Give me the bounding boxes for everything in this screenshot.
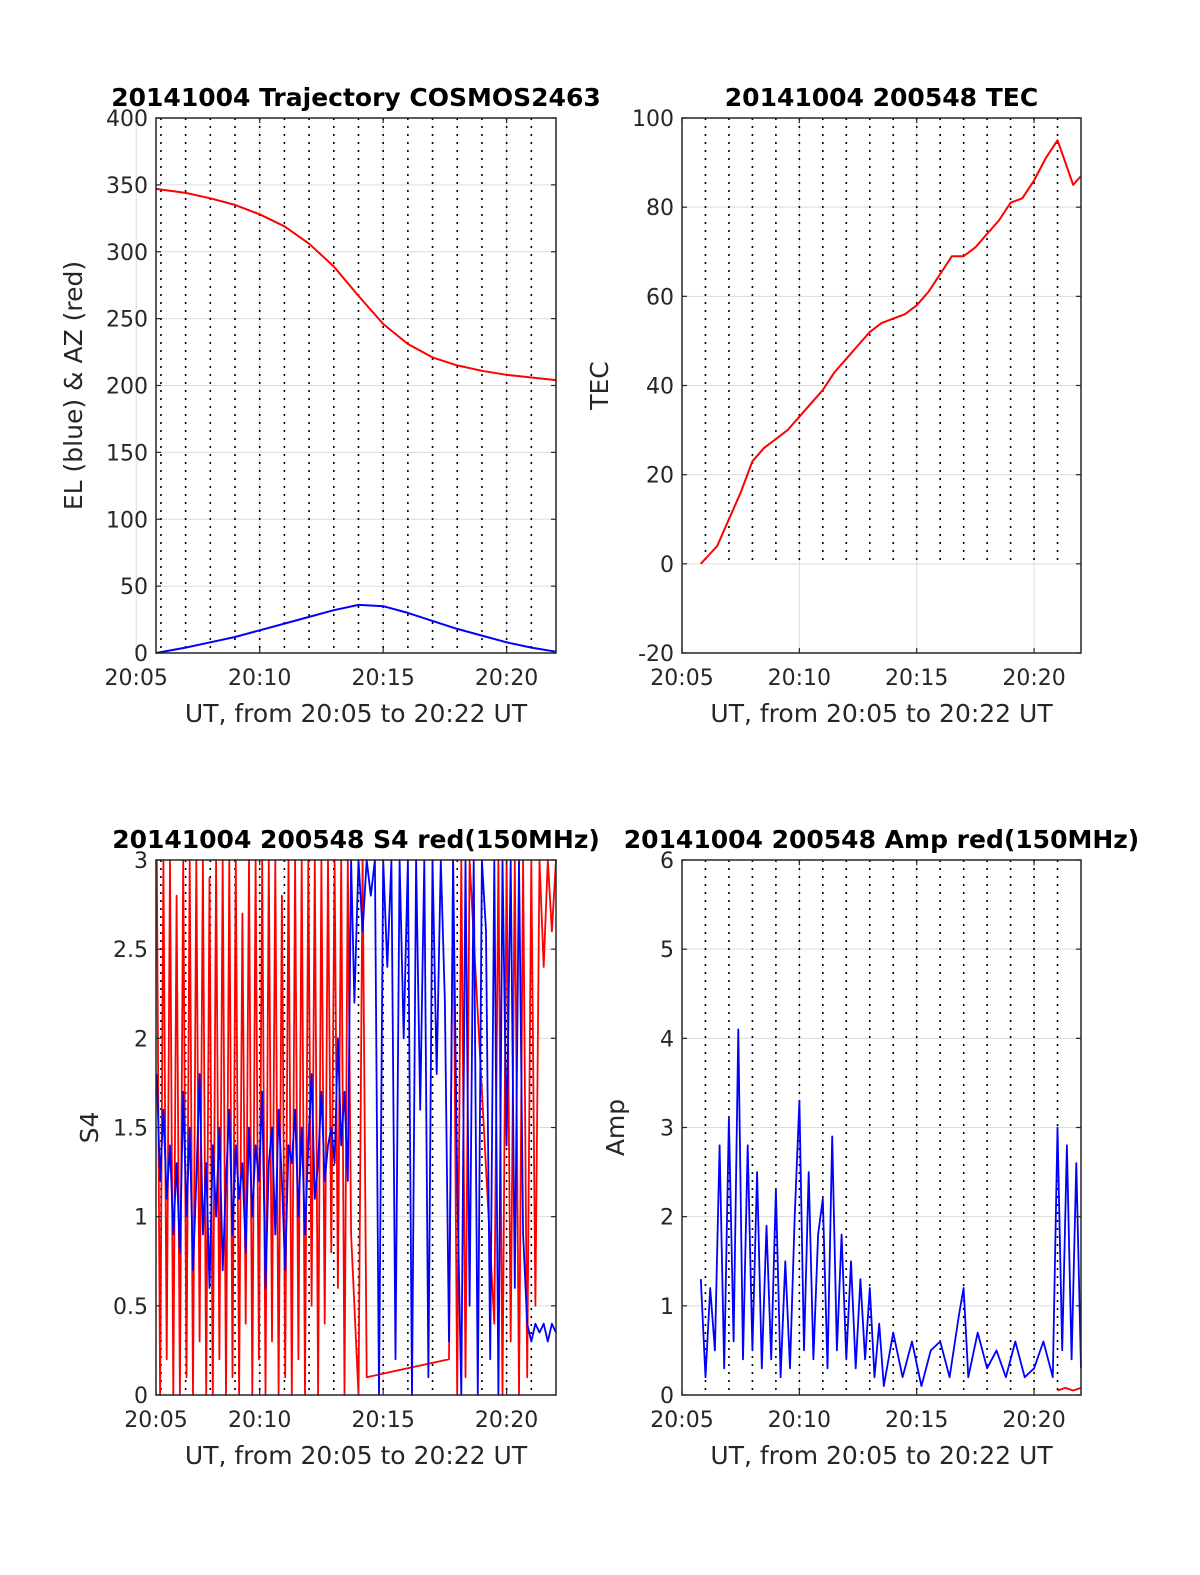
y-tick-label: 300 bbox=[106, 241, 148, 266]
y-tick-label: 5 bbox=[660, 938, 674, 963]
y-axis-label: TEC bbox=[585, 361, 614, 411]
y-tick-label: 150 bbox=[106, 441, 148, 466]
y-tick-label: 80 bbox=[646, 196, 674, 221]
y-tick-label: 250 bbox=[106, 308, 148, 333]
y-tick-label: 2 bbox=[660, 1206, 674, 1231]
x-tick-label: 20:15 bbox=[885, 666, 948, 691]
y-tick-label: 200 bbox=[106, 375, 148, 400]
x-axis-label: UT, from 20:05 to 20:22 UT bbox=[710, 1441, 1053, 1470]
y-tick-label: 350 bbox=[106, 174, 148, 199]
x-tick-label: 20:20 bbox=[475, 666, 538, 691]
x-tick-label: 20:20 bbox=[475, 1408, 538, 1433]
y-tick-label: 4 bbox=[660, 1027, 674, 1052]
x-tick-label: 20:05 bbox=[124, 1408, 187, 1433]
y-tick-label: 0 bbox=[134, 642, 148, 667]
y-tick-label: 0 bbox=[660, 1384, 674, 1409]
y-tick-label: -20 bbox=[638, 642, 674, 667]
series-line-1 bbox=[155, 603, 557, 654]
y-axis-label: Amp bbox=[601, 1099, 630, 1156]
chart-s4: 0 0.5 1 1.5 2 2.5 3 20:05 20:10 20:15 20:20 2014100… bbox=[75, 825, 600, 1470]
x-tick-label: 20:20 bbox=[1002, 1408, 1065, 1433]
series-line-1 bbox=[1057, 1387, 1082, 1392]
y-tick-label: 1 bbox=[134, 1206, 148, 1231]
series-line-0 bbox=[700, 139, 1082, 565]
x-tick-label: 20:15 bbox=[885, 1408, 948, 1433]
y-tick-label: 2.5 bbox=[113, 938, 148, 963]
y-tick-label: 100 bbox=[106, 508, 148, 533]
x-axis-label: UT, from 20:05 to 20:22 UT bbox=[710, 699, 1053, 728]
y-tick-label: 0 bbox=[660, 553, 674, 578]
y-tick-label: 20 bbox=[646, 464, 674, 489]
x-tick-label: 20:10 bbox=[228, 666, 291, 691]
y-tick-label: 2 bbox=[134, 1027, 148, 1052]
x-tick-label: 20:20 bbox=[1002, 666, 1065, 691]
y-tick-label: 6 bbox=[660, 849, 674, 874]
y-axis-label: S4 bbox=[75, 1112, 104, 1144]
y-tick-label: 3 bbox=[134, 849, 148, 874]
y-axis-label: EL (blue) & AZ (red) bbox=[59, 261, 88, 510]
chart-amp: 0 1 2 3 4 5 6 20:05 20:10 20:15 20:20 20141004 2005… bbox=[601, 825, 1139, 1470]
y-tick-label: 1 bbox=[660, 1295, 674, 1320]
y-tick-label: 40 bbox=[646, 375, 674, 400]
y-tick-label: 100 bbox=[632, 107, 674, 132]
x-tick-label: 20:15 bbox=[351, 666, 414, 691]
y-tick-label: 1.5 bbox=[113, 1117, 148, 1142]
y-tick-label: 3 bbox=[660, 1117, 674, 1142]
x-tick-label: 20:05 bbox=[650, 666, 713, 691]
series-line-1 bbox=[155, 859, 557, 1396]
x-tick-label: 20:05 bbox=[105, 666, 168, 691]
x-tick-label: 20:10 bbox=[228, 1408, 291, 1433]
chart-tec: -20 0 20 40 60 80 100 20:05 20:10 20:15 20:20 20141… bbox=[585, 83, 1082, 728]
chart-traj: 0 50 100 150 200 250 300 350 400 20:05 20:10 20:15 2… bbox=[59, 83, 601, 728]
y-tick-label: 400 bbox=[106, 107, 148, 132]
chart-title: 20141004 200548 S4 red(150MHz) bbox=[112, 825, 600, 854]
x-tick-label: 20:10 bbox=[768, 1408, 831, 1433]
y-tick-label: 50 bbox=[120, 575, 148, 600]
x-tick-label: 20:15 bbox=[351, 1408, 414, 1433]
series-line-0 bbox=[699, 1028, 1082, 1387]
x-tick-label: 20:05 bbox=[650, 1408, 713, 1433]
chart-title: 20141004 200548 TEC bbox=[725, 83, 1038, 112]
y-tick-label: 0 bbox=[134, 1384, 148, 1409]
chart-title: 20141004 200548 Amp red(150MHz) bbox=[624, 825, 1140, 854]
y-tick-label: 60 bbox=[646, 285, 674, 310]
x-axis-label: UT, from 20:05 to 20:22 UT bbox=[185, 1441, 528, 1470]
series-line-0 bbox=[155, 187, 557, 382]
y-tick-label: 0.5 bbox=[113, 1295, 148, 1320]
x-tick-label: 20:10 bbox=[768, 666, 831, 691]
chart-title: 20141004 Trajectory COSMOS2463 bbox=[111, 83, 601, 112]
x-axis-label: UT, from 20:05 to 20:22 UT bbox=[185, 699, 528, 728]
